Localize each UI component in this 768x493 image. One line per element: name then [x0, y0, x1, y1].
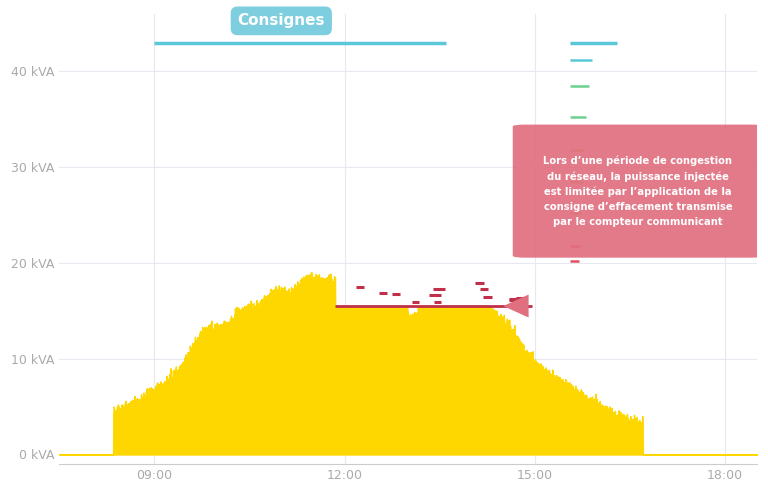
Text: Puissance injectée: Puissance injectée [276, 397, 451, 416]
Text: Lors d’une période de congestion
du réseau, la puissance injectée
est limitée pa: Lors d’une période de congestion du rése… [544, 155, 733, 227]
Polygon shape [503, 294, 528, 317]
FancyBboxPatch shape [513, 125, 763, 258]
Text: Consignes: Consignes [237, 13, 325, 29]
